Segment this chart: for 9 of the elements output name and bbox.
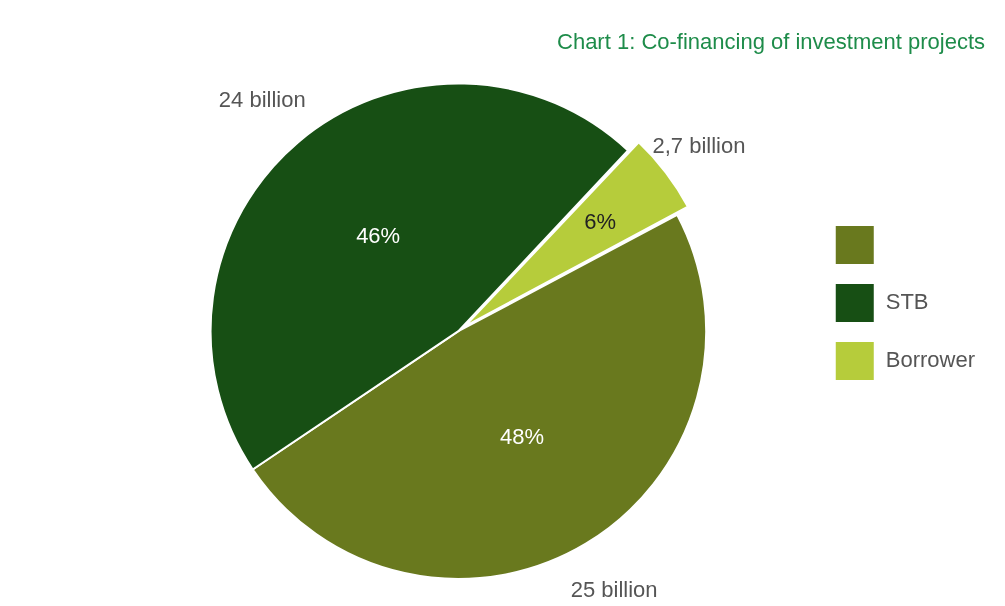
text: 46% [356,222,401,248]
data-label: 25 billion [570,576,658,602]
data-label: 2,7 billion [652,133,746,159]
text: 6% [584,208,617,234]
legend-label: STB [885,289,929,315]
data-label: 24 billion [218,86,306,112]
legend-label: Borrower [885,347,975,373]
text: 48% [500,423,545,449]
chart-title: Chart 1: Co-financing of investment projects [557,29,985,55]
